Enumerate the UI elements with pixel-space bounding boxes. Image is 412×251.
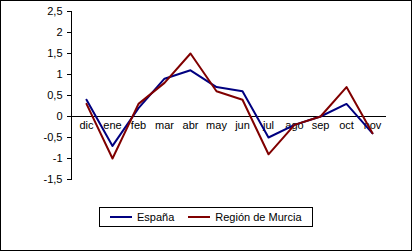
svg-text:-1,5: -1,5 bbox=[44, 173, 63, 185]
svg-text:1: 1 bbox=[56, 68, 62, 80]
svg-text:1,5: 1,5 bbox=[47, 47, 62, 59]
svg-text:jul: jul bbox=[263, 119, 274, 131]
svg-text:-0,5: -0,5 bbox=[44, 131, 63, 143]
svg-text:feb: feb bbox=[131, 119, 146, 131]
svg-text:jun: jun bbox=[234, 119, 250, 131]
svg-text:0: 0 bbox=[56, 110, 62, 122]
svg-text:mar: mar bbox=[155, 119, 174, 131]
svg-text:0,5: 0,5 bbox=[47, 89, 62, 101]
svg-text:may: may bbox=[206, 119, 227, 131]
svg-text:ago: ago bbox=[285, 119, 304, 131]
svg-text:2,5: 2,5 bbox=[47, 5, 62, 17]
svg-text:-1: -1 bbox=[53, 152, 63, 164]
svg-text:oct: oct bbox=[339, 119, 354, 131]
svg-text:dic: dic bbox=[79, 119, 94, 131]
svg-text:nov: nov bbox=[363, 119, 382, 131]
svg-text:sep: sep bbox=[312, 119, 330, 131]
svg-text:abr: abr bbox=[183, 119, 199, 131]
html-text:Región de Murcia: Región de Murcia bbox=[215, 211, 302, 223]
html-text:España: España bbox=[137, 211, 175, 223]
svg-text:ene: ene bbox=[103, 119, 121, 131]
svg-text:2: 2 bbox=[56, 26, 62, 38]
